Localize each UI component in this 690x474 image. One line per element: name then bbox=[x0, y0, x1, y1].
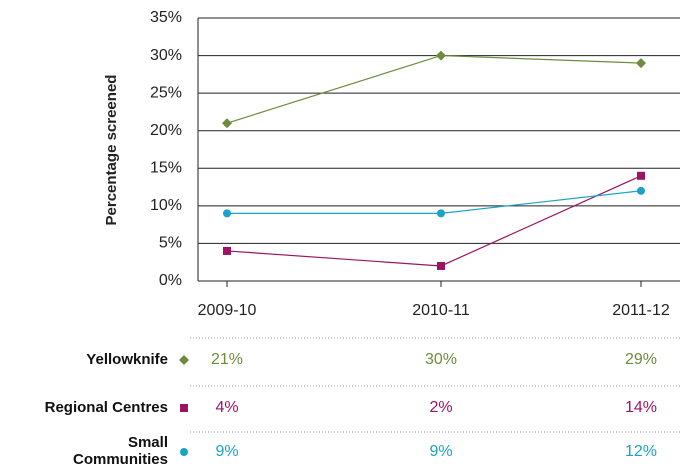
series-line bbox=[226, 175, 642, 267]
y-tick-label: 35% bbox=[150, 9, 182, 26]
legend-label: Regional Centres bbox=[44, 399, 168, 416]
value-label: 30% bbox=[425, 351, 457, 368]
y-tick-label: 15% bbox=[150, 160, 182, 177]
legend-label: Small Communities bbox=[72, 434, 168, 468]
value-label: 29% bbox=[625, 351, 657, 368]
legend-marker bbox=[179, 355, 189, 365]
value-label: 9% bbox=[215, 443, 238, 460]
value-label: 12% bbox=[625, 443, 657, 460]
marker bbox=[636, 58, 646, 69]
value-label: 9% bbox=[429, 443, 452, 460]
value-label: 2% bbox=[429, 399, 452, 416]
y-tick-label: 30% bbox=[150, 47, 182, 64]
y-tick-label: 5% bbox=[159, 235, 182, 252]
marker bbox=[223, 246, 231, 255]
y-tick-label: 25% bbox=[150, 84, 182, 101]
y-tick-label: 20% bbox=[150, 122, 182, 139]
marker bbox=[637, 171, 645, 180]
x-tick-label: 2010-11 bbox=[412, 302, 470, 319]
x-tick-label: 2009-10 bbox=[198, 302, 257, 319]
value-label: 21% bbox=[211, 351, 243, 368]
marker bbox=[223, 209, 231, 218]
marker bbox=[637, 186, 645, 195]
marker bbox=[222, 118, 232, 129]
marker bbox=[436, 50, 446, 61]
value-label: 4% bbox=[215, 399, 238, 416]
legend-marker bbox=[180, 448, 188, 456]
x-tick-label: 2011-12 bbox=[612, 302, 670, 319]
value-label: 14% bbox=[625, 399, 657, 416]
y-axis-title: Percentage screened bbox=[103, 75, 120, 226]
series-line bbox=[227, 190, 642, 214]
legend-label: Yellowknife bbox=[86, 351, 168, 368]
marker bbox=[437, 209, 445, 218]
y-tick-label: 10% bbox=[150, 197, 182, 214]
marker bbox=[437, 261, 445, 270]
series-line bbox=[226, 54, 642, 124]
legend-marker bbox=[180, 404, 188, 412]
y-tick-label: 0% bbox=[159, 272, 182, 289]
